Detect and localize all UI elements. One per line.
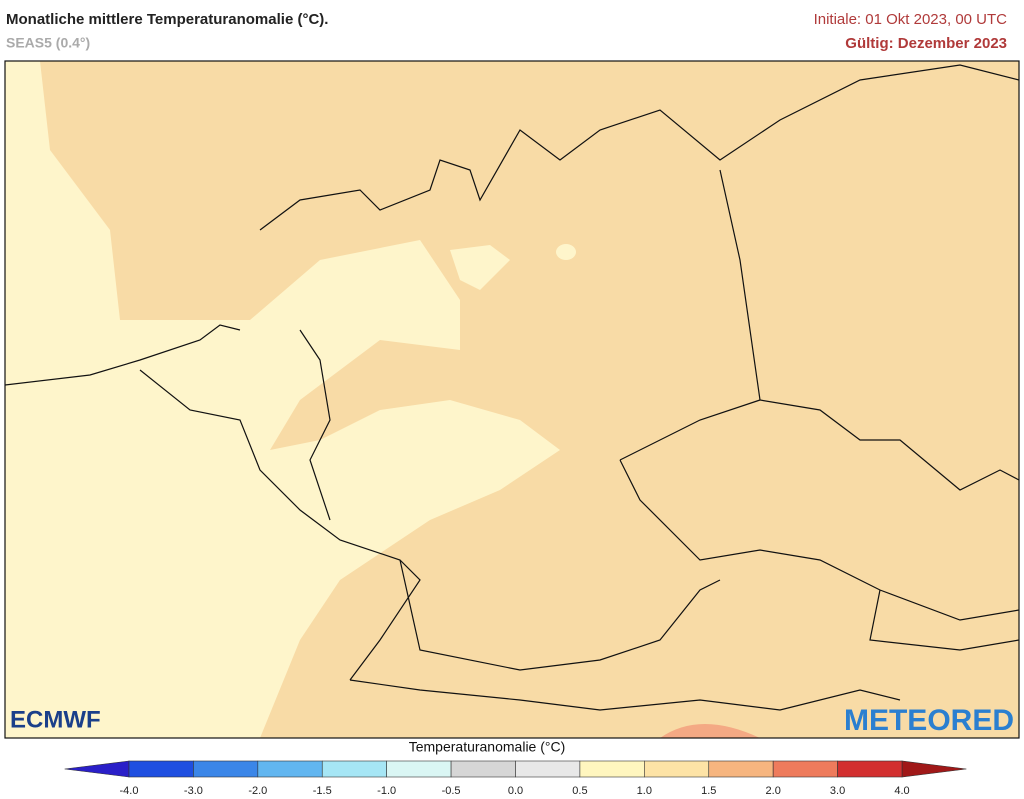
colorbar-tick-label: 4.0	[894, 785, 909, 797]
colorbar-segment	[515, 760, 581, 778]
anomaly-field	[556, 244, 576, 260]
colorbar-under	[64, 760, 130, 778]
logo-ecmwf: ECMWF	[10, 706, 101, 733]
colorbar-segment	[128, 760, 194, 778]
colorbar-tick-label: 2.0	[766, 785, 781, 797]
colorbar-tick-label: -3.0	[184, 785, 203, 797]
map-frame	[4, 60, 1020, 739]
model: SEAS5 (0.4°)	[6, 35, 90, 51]
colorbar-segment	[321, 760, 387, 778]
colorbar-segment	[386, 760, 452, 778]
colorbar-segment	[837, 760, 903, 778]
colorbar-tick-label: 1.5	[701, 785, 716, 797]
colorbar-segment	[257, 760, 323, 778]
title: Monatliche mittlere Temperaturanomalie (…	[6, 11, 328, 28]
legend-title: Temperaturanomalie (°C)	[409, 739, 566, 755]
colorbar-segment	[579, 760, 645, 778]
colorbar-over	[901, 760, 967, 778]
anomaly-field	[660, 724, 760, 738]
borders	[5, 64, 1019, 711]
colorbar-tick-label: 0.0	[508, 785, 523, 797]
valid-time: Gültig: Dezember 2023	[845, 35, 1007, 52]
colorbar-tick-label: -2.0	[248, 785, 267, 797]
colorbar-tick-label: -1.0	[377, 785, 396, 797]
colorbar-segment	[708, 760, 774, 778]
map: ECMWF METEORED	[4, 60, 1020, 739]
logo-meteored: METEORED	[844, 704, 1014, 737]
colorbar-tick-label: -0.5	[442, 785, 461, 797]
colorbar-segment	[644, 760, 710, 778]
colorbar: -4.0 -3.0 -2.0 -1.5 -1.0 -0.5 0.0 0.5 1.0 1.5 2.0 3…	[64, 760, 967, 797]
anomaly-field	[450, 245, 510, 290]
colorbar-tick-label: 0.5	[572, 785, 587, 797]
colorbar-tick-label: -1.5	[313, 785, 332, 797]
colorbar-tick-label: 3.0	[830, 785, 845, 797]
colorbar-tick-label: 1.0	[637, 785, 652, 797]
colorbar-segment	[772, 760, 838, 778]
colorbar-segment	[193, 760, 259, 778]
colorbar-tick-label: -4.0	[120, 785, 139, 797]
anomaly-field	[5, 61, 560, 738]
colorbar-segment	[450, 760, 516, 778]
init-time: Initiale: 01 Okt 2023, 00 UTC	[814, 11, 1008, 28]
